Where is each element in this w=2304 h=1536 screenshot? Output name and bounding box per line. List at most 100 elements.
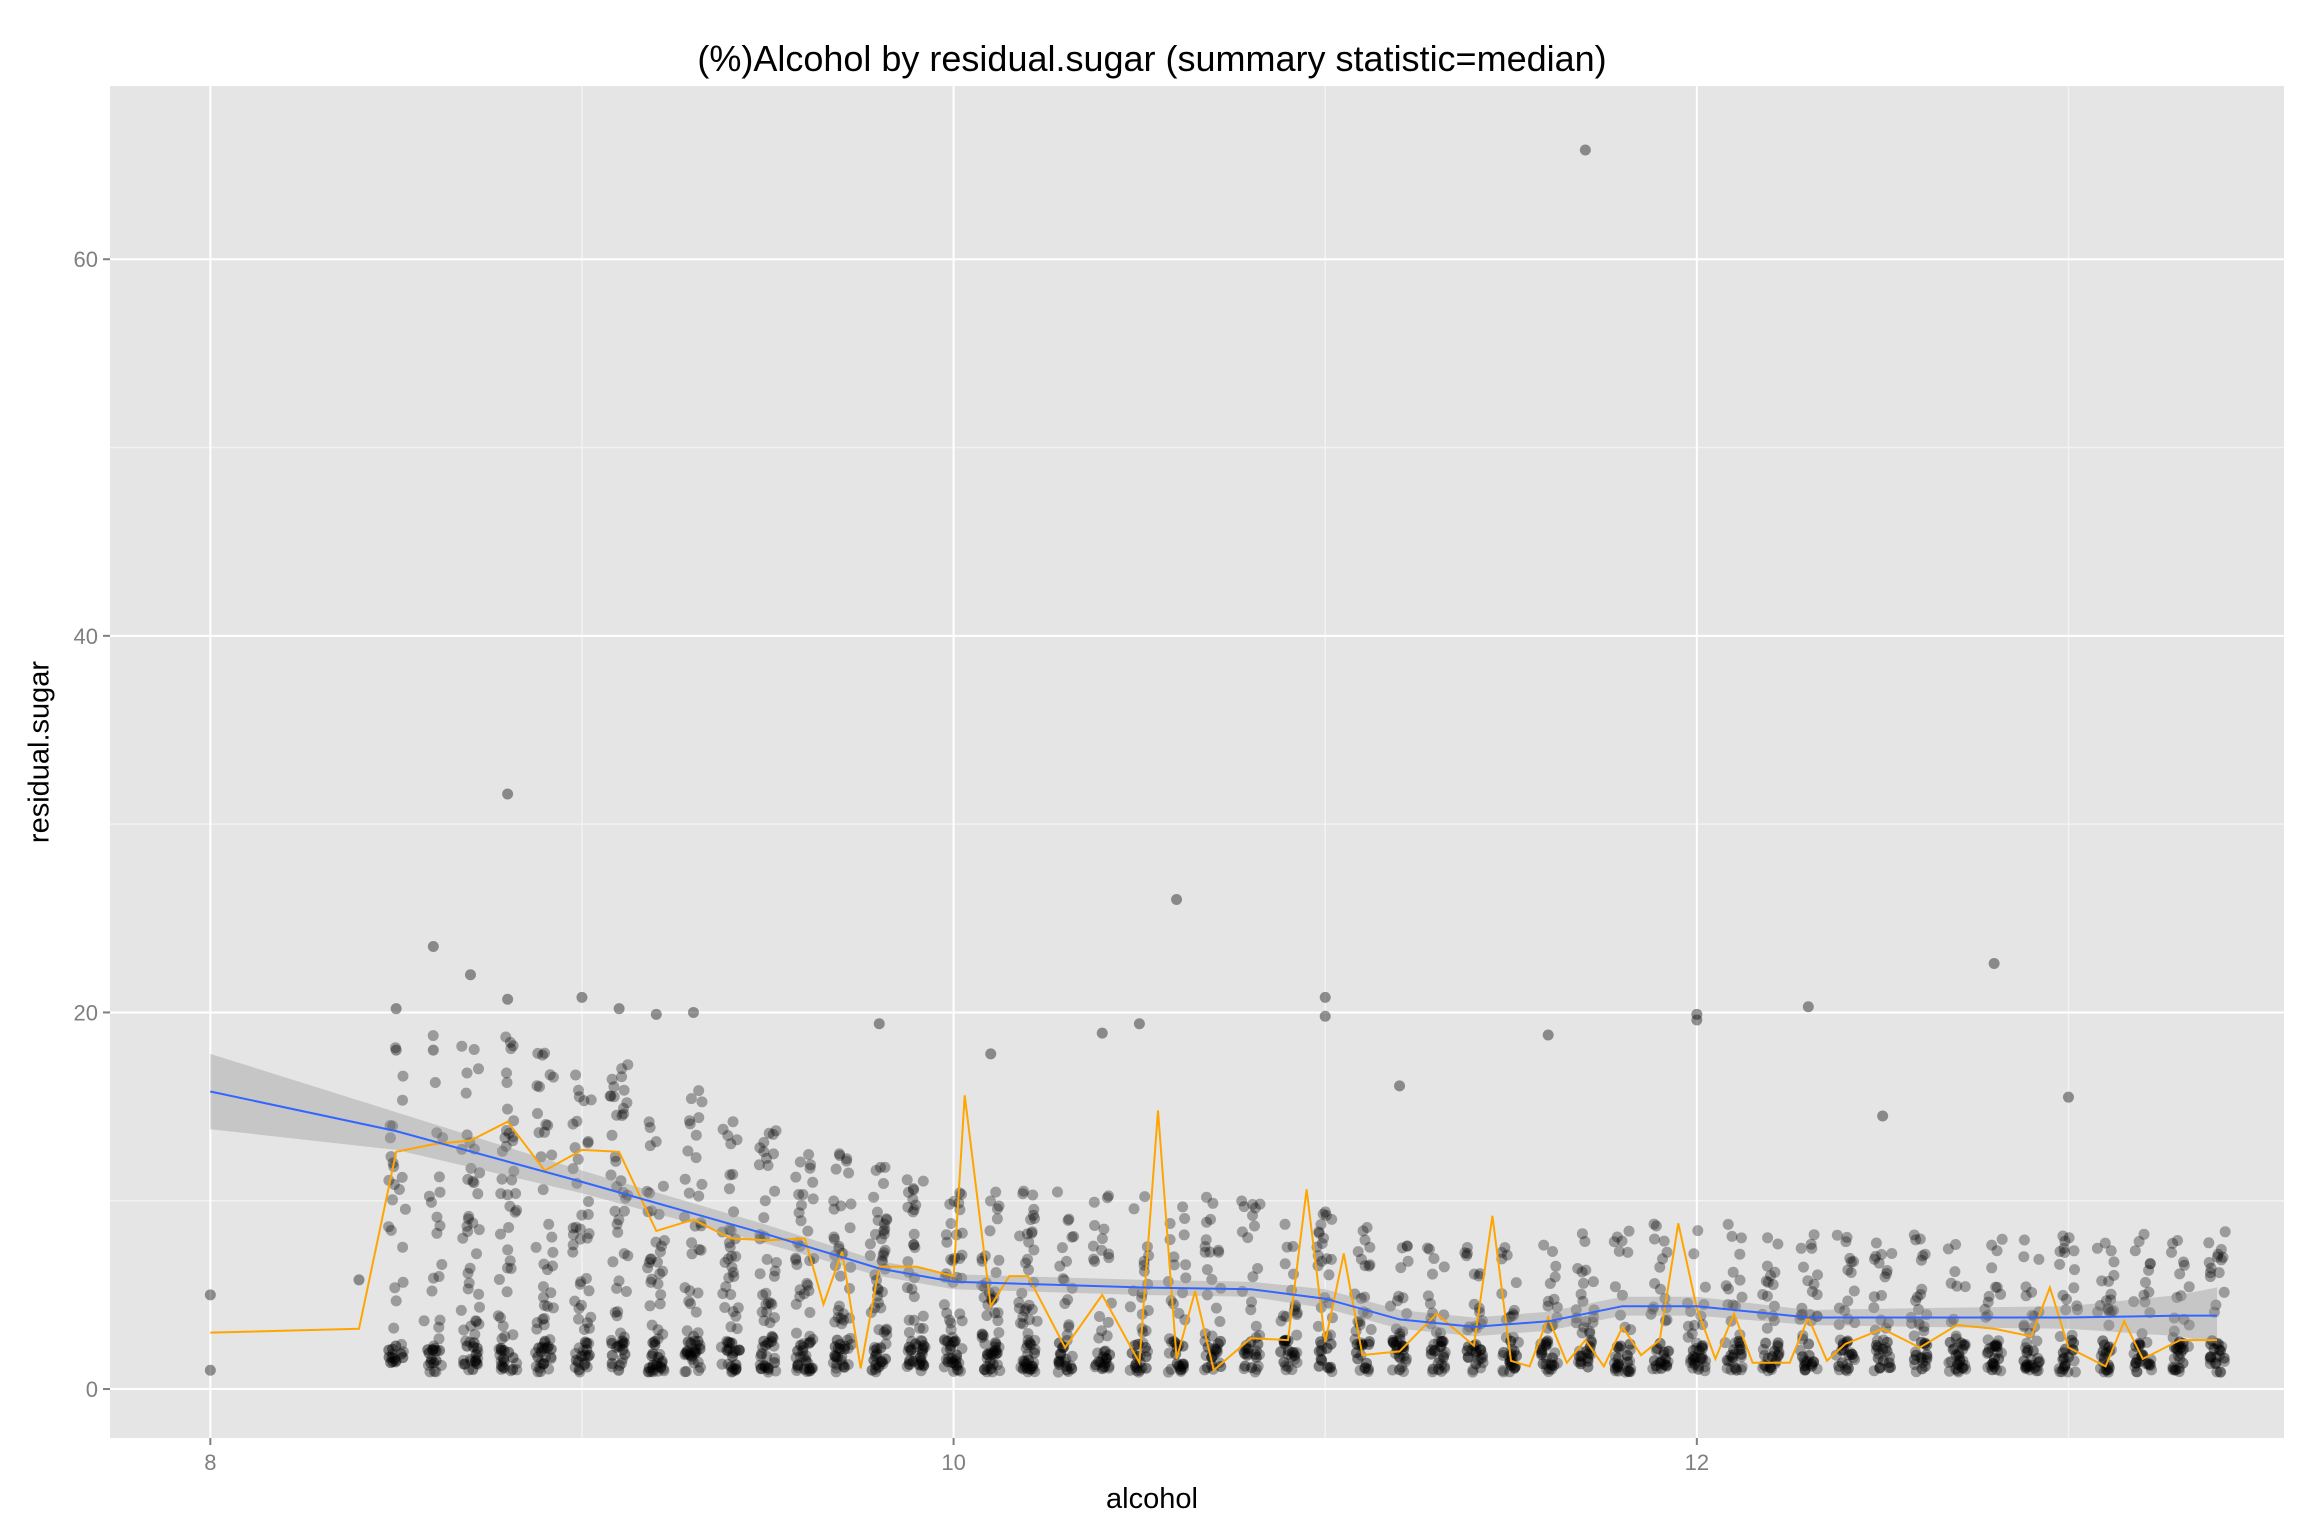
scatter-point — [1663, 1345, 1675, 1357]
scatter-point — [2144, 1358, 2156, 1370]
scatter-point — [790, 1352, 802, 1364]
scatter-point — [1021, 1228, 1033, 1240]
scatter-point — [1162, 1366, 1174, 1378]
scatter-point — [658, 1365, 670, 1377]
scatter-point — [1650, 1360, 1662, 1372]
scatter-point — [511, 1357, 523, 1369]
scatter-point — [574, 1366, 586, 1378]
scatter-point — [830, 1350, 842, 1362]
scatter-point — [766, 1298, 778, 1310]
scatter-point — [1053, 1356, 1065, 1368]
scatter-point — [2144, 1258, 2156, 1270]
scatter-point — [1798, 1354, 1810, 1366]
scatter-point — [1877, 1343, 1889, 1355]
scatter-point — [727, 1116, 739, 1128]
scatter-point — [1361, 1357, 1372, 1369]
scatter-point — [830, 1366, 842, 1378]
scatter-point — [762, 1366, 774, 1378]
scatter-point — [914, 1358, 926, 1370]
scatter-point — [2182, 1341, 2194, 1352]
scatter-point — [1090, 1359, 1102, 1371]
scatter-point — [1954, 1354, 1966, 1366]
scatter-point — [1801, 1356, 1813, 1367]
scatter-point — [1312, 1260, 1324, 1272]
scatter-point — [2168, 1362, 2180, 1374]
scatter-point — [2054, 1366, 2066, 1378]
scatter-point — [581, 1232, 593, 1244]
scatter-point — [1470, 1339, 1482, 1351]
scatter-point — [1363, 1338, 1375, 1350]
scatter-point — [573, 1342, 585, 1354]
scatter-point — [1359, 1362, 1371, 1374]
scatter-point — [1956, 1362, 1968, 1374]
scatter-point — [1536, 1344, 1548, 1356]
scatter-point — [979, 1338, 991, 1350]
scatter-point — [870, 1363, 881, 1375]
scatter-point — [1953, 1359, 1965, 1371]
scatter-point — [730, 1364, 741, 1376]
scatter-point — [431, 1227, 443, 1239]
scatter-point — [1462, 1351, 1474, 1363]
scatter-point-outlier — [1542, 1029, 1554, 1041]
scatter-point — [1422, 1242, 1433, 1254]
scatter-point — [797, 1341, 809, 1353]
scatter-point — [609, 1205, 621, 1217]
scatter-point — [1461, 1248, 1473, 1259]
scatter-point — [1831, 1229, 1843, 1241]
scatter-point — [981, 1366, 993, 1378]
scatter-point — [864, 1250, 876, 1262]
scatter-point — [542, 1264, 553, 1276]
scatter-point — [990, 1186, 1002, 1198]
scatter-point — [792, 1359, 804, 1371]
scatter-point — [832, 1312, 844, 1323]
scatter-point — [461, 1129, 473, 1141]
scatter-point — [1575, 1358, 1587, 1370]
scatter-point — [2102, 1302, 2114, 1314]
scatter-point — [1318, 1232, 1329, 1244]
scatter-point-outlier — [873, 1018, 885, 1030]
scatter-point — [460, 1087, 472, 1099]
scatter-point — [499, 1330, 511, 1342]
scatter-point — [2205, 1351, 2217, 1363]
scatter-point — [1439, 1346, 1451, 1358]
scatter-point — [537, 1358, 549, 1370]
scatter-point — [538, 1358, 550, 1369]
scatter-point — [1275, 1315, 1287, 1327]
scatter-point — [684, 1115, 695, 1127]
scatter-point — [1655, 1356, 1667, 1368]
scatter-point — [1685, 1357, 1696, 1369]
scatter-point — [881, 1323, 893, 1335]
scatter-point — [1767, 1279, 1779, 1291]
scatter-point — [1806, 1358, 1818, 1370]
scatter-point — [871, 1343, 883, 1355]
scatter-point — [618, 1108, 630, 1120]
scatter-point — [507, 1363, 519, 1375]
scatter-point — [616, 1357, 628, 1369]
scatter-point — [498, 1356, 510, 1368]
scatter-point — [951, 1364, 963, 1376]
scatter-point — [722, 1345, 734, 1357]
scatter-point — [1057, 1273, 1069, 1285]
scatter-point — [1252, 1338, 1264, 1350]
scatter-point — [576, 1350, 588, 1362]
scatter-point — [2025, 1359, 2037, 1371]
scatter-point — [982, 1349, 994, 1361]
scatter-point — [1870, 1237, 1882, 1249]
scatter-point — [567, 1229, 579, 1241]
scatter-point — [769, 1185, 781, 1197]
scatter-point — [724, 1337, 736, 1349]
scatter-point — [1291, 1329, 1303, 1341]
scatter-point — [1400, 1353, 1412, 1365]
scatter-point — [837, 1308, 849, 1320]
scatter-point — [1020, 1303, 1032, 1315]
scatter-point — [2166, 1246, 2177, 1258]
scatter-point — [1616, 1235, 1628, 1247]
scatter-point — [2143, 1359, 2155, 1371]
scatter-point — [470, 1315, 482, 1327]
scatter-point — [1689, 1359, 1701, 1371]
scatter-point — [573, 1091, 585, 1103]
scatter-point — [1840, 1236, 1852, 1248]
scatter-point — [1697, 1340, 1709, 1351]
scatter-point — [1537, 1358, 1549, 1370]
